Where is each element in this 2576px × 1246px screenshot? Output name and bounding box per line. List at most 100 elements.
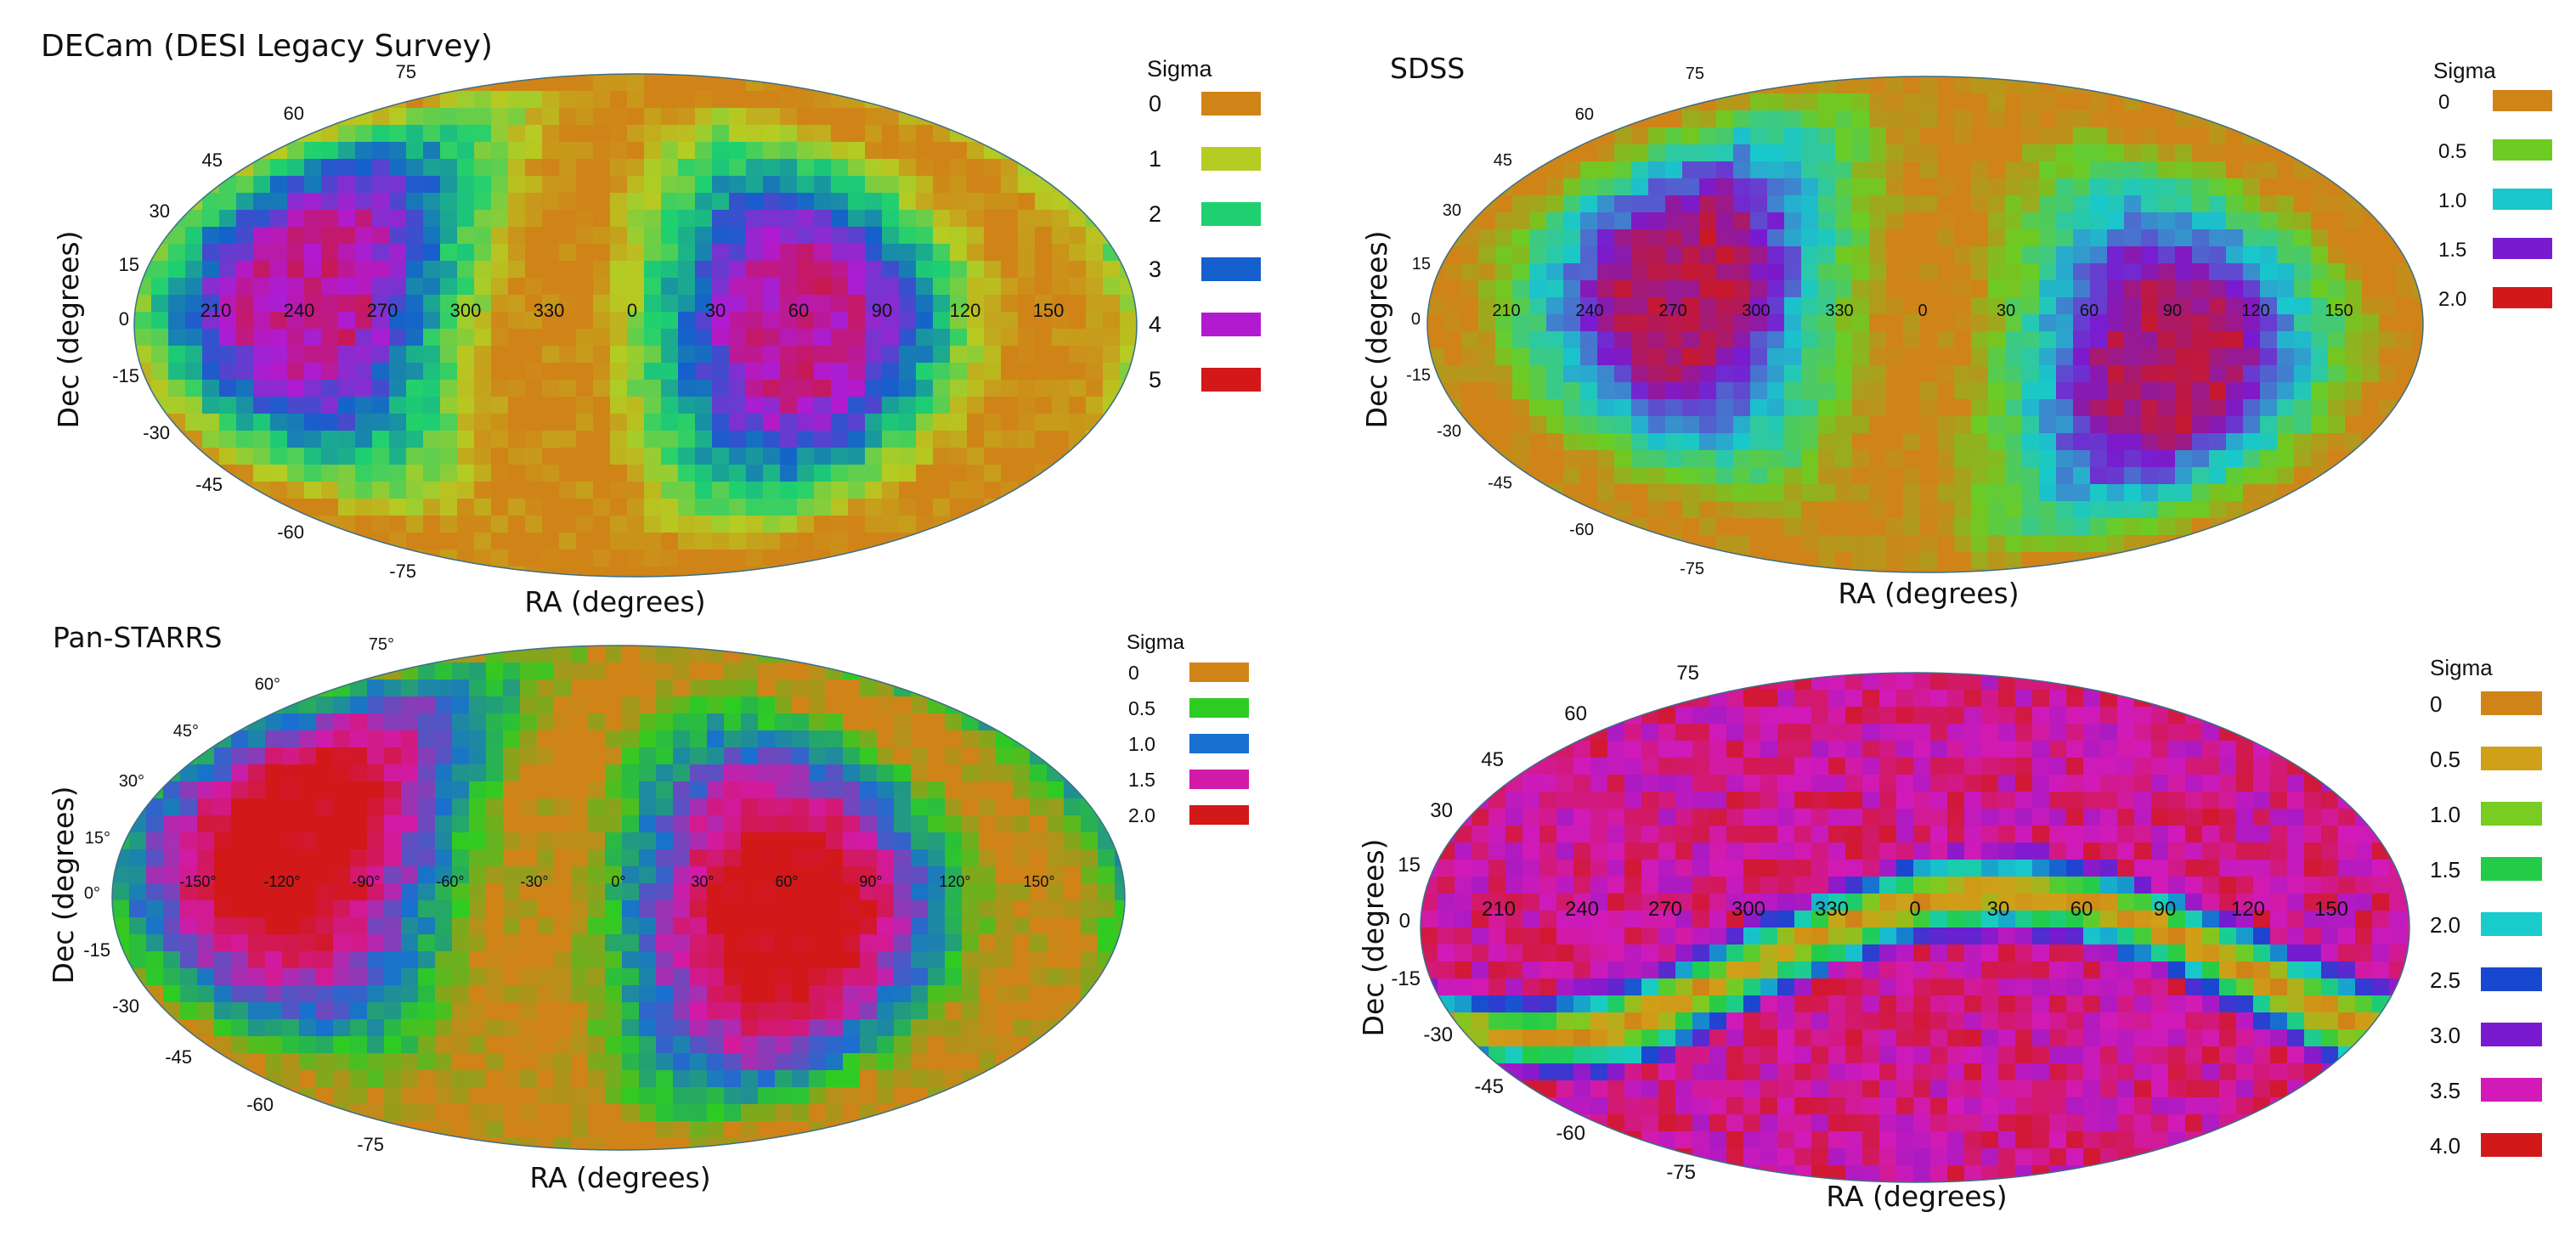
sky-cell <box>979 798 997 816</box>
legend-swatch <box>1201 368 1261 392</box>
sky-cell <box>712 397 730 414</box>
sky-cell <box>491 210 509 228</box>
sky-cell <box>1682 348 1700 366</box>
sky-cell <box>2107 195 2125 213</box>
sky-cell <box>1988 314 2006 332</box>
sky-cell <box>1665 246 1683 264</box>
sky-cell <box>554 900 572 918</box>
sky-cell <box>763 176 781 194</box>
sky-cell <box>673 646 691 663</box>
sky-cell <box>1597 365 1615 383</box>
sky-cell <box>1794 775 1812 792</box>
sky-cell <box>1086 329 1104 347</box>
sky-cell <box>2049 775 2067 792</box>
sky-cell <box>695 431 713 448</box>
sky-cell <box>2175 365 2193 383</box>
sky-cell <box>928 917 946 935</box>
sky-cell <box>843 1019 861 1037</box>
sky-cell <box>214 798 232 816</box>
sky-cell <box>797 482 815 499</box>
sky-cell <box>1614 195 1632 213</box>
sky-cell <box>2056 212 2074 230</box>
sky-cell <box>2294 229 2312 247</box>
sky-cell <box>882 431 900 448</box>
sky-cell <box>469 1002 487 1020</box>
legend-label: 0.5 <box>2438 140 2466 163</box>
sky-cell <box>2158 161 2176 179</box>
sky-cell <box>338 414 356 431</box>
sky-cell <box>639 985 657 1003</box>
sky-cell <box>1852 518 1870 536</box>
sky-cell <box>185 295 203 313</box>
sky-cell <box>2321 792 2339 809</box>
sky-cell <box>1862 843 1880 860</box>
sky-cell <box>877 883 895 901</box>
sky-cell <box>2243 399 2261 417</box>
sky-cell <box>894 730 912 748</box>
sky-cell <box>831 516 849 533</box>
legend: Sigma 0 0.5 1.0 1.5 2.0 <box>1127 631 1249 826</box>
sky-cell <box>831 227 849 245</box>
sky-cell <box>474 210 492 228</box>
sky-cell <box>814 125 832 143</box>
sky-cell <box>775 730 793 748</box>
sky-cell <box>2073 484 2091 502</box>
sky-cell <box>2175 501 2193 519</box>
sky-cell <box>1103 261 1121 279</box>
sky-cell <box>2022 212 2040 230</box>
sky-cell <box>2056 93 2074 111</box>
sky-cell <box>2107 212 2125 230</box>
sky-cell <box>1801 331 1819 349</box>
sky-cell <box>1001 431 1019 448</box>
sky-cell <box>367 866 385 884</box>
sky-cell <box>202 261 220 279</box>
sky-cell <box>180 1002 198 1020</box>
sky-cell <box>1035 431 1053 448</box>
sky-cell <box>1930 707 1948 724</box>
sky-cell <box>384 781 402 799</box>
sky-cell <box>1845 741 1863 758</box>
sky-cell <box>1937 229 1955 247</box>
sky-cell <box>2073 467 2091 485</box>
sky-cell <box>1862 707 1880 724</box>
sky-cell <box>2192 399 2210 417</box>
sky-cell <box>826 985 844 1003</box>
sky-cell <box>848 108 866 126</box>
sky-cell <box>1597 416 1615 434</box>
sky-cell <box>1954 382 1972 400</box>
sky-cell <box>2396 365 2414 383</box>
sky-cell <box>1052 227 1070 245</box>
sky-cell <box>1869 484 1887 502</box>
sky-cell <box>1001 465 1019 482</box>
sky-cell <box>933 261 951 279</box>
sky-cell <box>163 849 181 867</box>
sky-cell <box>1529 212 1547 230</box>
sky-cell <box>2083 826 2101 843</box>
sky-cell <box>1495 433 1513 451</box>
sky-cell <box>355 329 373 347</box>
sky-cell <box>1767 382 1785 400</box>
sky-cell <box>2243 178 2261 196</box>
sky-cell <box>1869 178 1887 196</box>
sky-cell <box>1903 433 1921 451</box>
sky-cell <box>1614 382 1632 400</box>
sky-cell <box>746 499 764 516</box>
ra-tick-label: 240 <box>1575 302 1603 320</box>
sky-cell <box>2015 792 2033 809</box>
sky-cell <box>678 533 696 550</box>
sky-cell <box>231 1002 249 1020</box>
sky-cell <box>639 1053 657 1071</box>
sky-cell <box>712 278 730 296</box>
sky-cell <box>1529 263 1547 281</box>
sky-cell <box>899 516 917 533</box>
sky-cell <box>1988 552 2006 570</box>
sky-cell <box>780 244 798 262</box>
sky-cell <box>520 900 538 918</box>
sky-cell <box>1665 212 1683 230</box>
sky-cell <box>520 1053 538 1071</box>
sky-cell <box>1971 518 1989 536</box>
sky-cell <box>2209 365 2227 383</box>
sky-cell <box>1648 501 1666 519</box>
sky-cell <box>542 397 560 414</box>
sky-cell <box>469 866 487 884</box>
